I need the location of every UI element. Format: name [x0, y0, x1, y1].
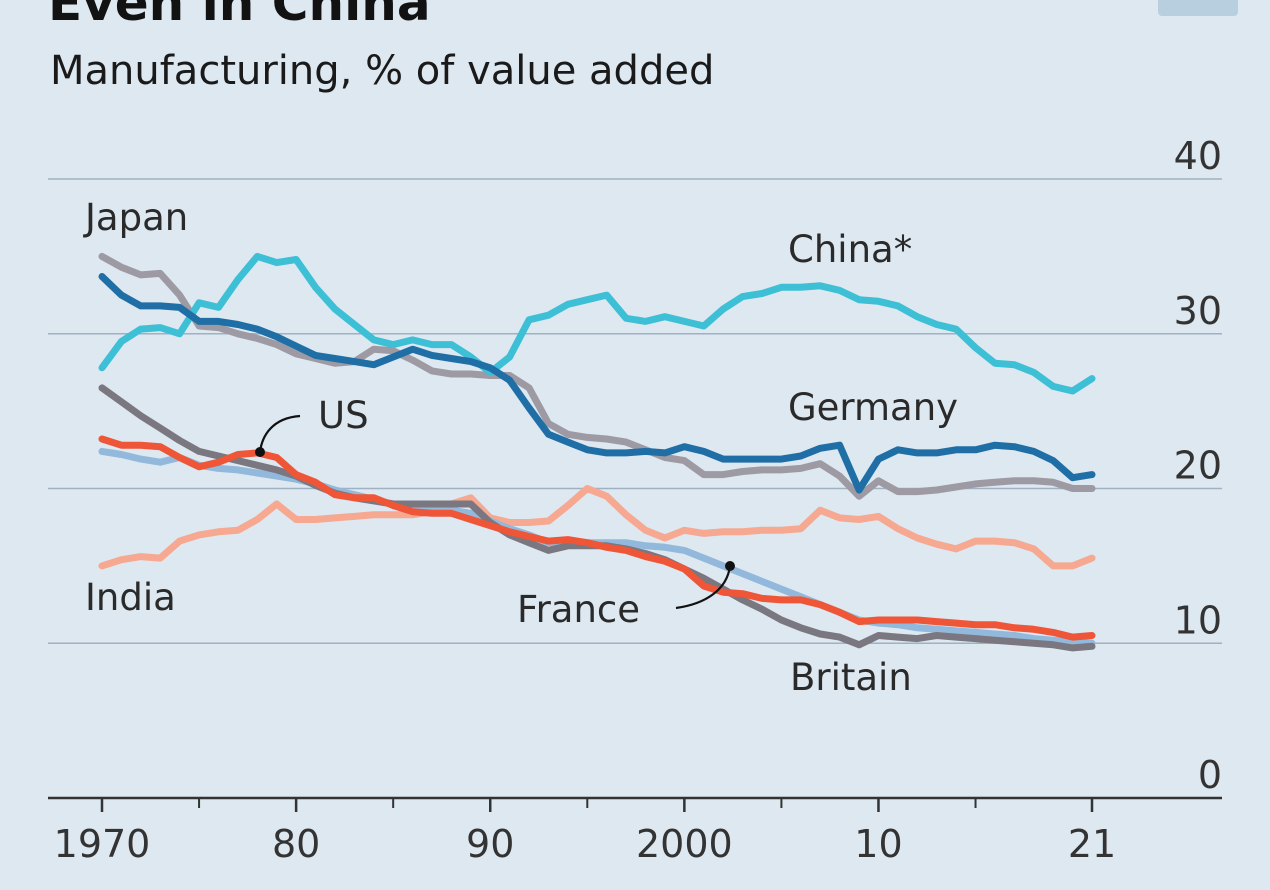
series-line-india	[98, 485, 1096, 570]
y-tick-label-30: 30	[1174, 289, 1222, 333]
series-label-china: China*	[788, 228, 912, 271]
france-callout-dot	[725, 561, 735, 571]
x-tick-label-2000: 2000	[636, 822, 733, 866]
x-tick-label-2010: 10	[854, 822, 902, 866]
chart-title: Even in China	[48, 0, 431, 32]
series-line-germany	[98, 273, 1096, 494]
chart-subtitle: Manufacturing, % of value added	[50, 48, 715, 94]
series-label-us: US	[318, 394, 369, 437]
x-tick-label-2021: 21	[1068, 822, 1116, 866]
series-label-india: India	[85, 576, 176, 619]
gridlines: 0 10 20 30 40	[48, 134, 1222, 797]
series-labels: Japan China* Germany US India France Britain	[83, 196, 958, 699]
x-tick-label-1970: 1970	[54, 822, 151, 866]
us-callout-line	[258, 414, 301, 453]
x-axis: 1970 80 90 2000 10 21	[48, 796, 1222, 866]
series-label-france: France	[517, 588, 640, 631]
label-callouts	[255, 414, 735, 610]
france-callout-line	[675, 565, 732, 610]
series-line-us	[98, 435, 1096, 641]
y-tick-label-10: 10	[1174, 598, 1222, 642]
series-line-china	[98, 252, 1096, 395]
y-tick-label-40: 40	[1174, 134, 1222, 178]
y-tick-label-0: 0	[1198, 753, 1222, 797]
series-lines	[98, 252, 1096, 652]
x-tick-label-1980: 80	[272, 822, 320, 866]
x-tick-label-1990: 90	[466, 822, 514, 866]
series-label-japan: Japan	[83, 196, 188, 239]
us-callout-dot	[255, 447, 265, 457]
series-label-germany: Germany	[788, 386, 958, 429]
series-line-japan	[98, 252, 1096, 500]
corner-tab	[1158, 0, 1238, 16]
series-label-britain: Britain	[790, 656, 912, 699]
y-tick-label-20: 20	[1174, 444, 1222, 488]
